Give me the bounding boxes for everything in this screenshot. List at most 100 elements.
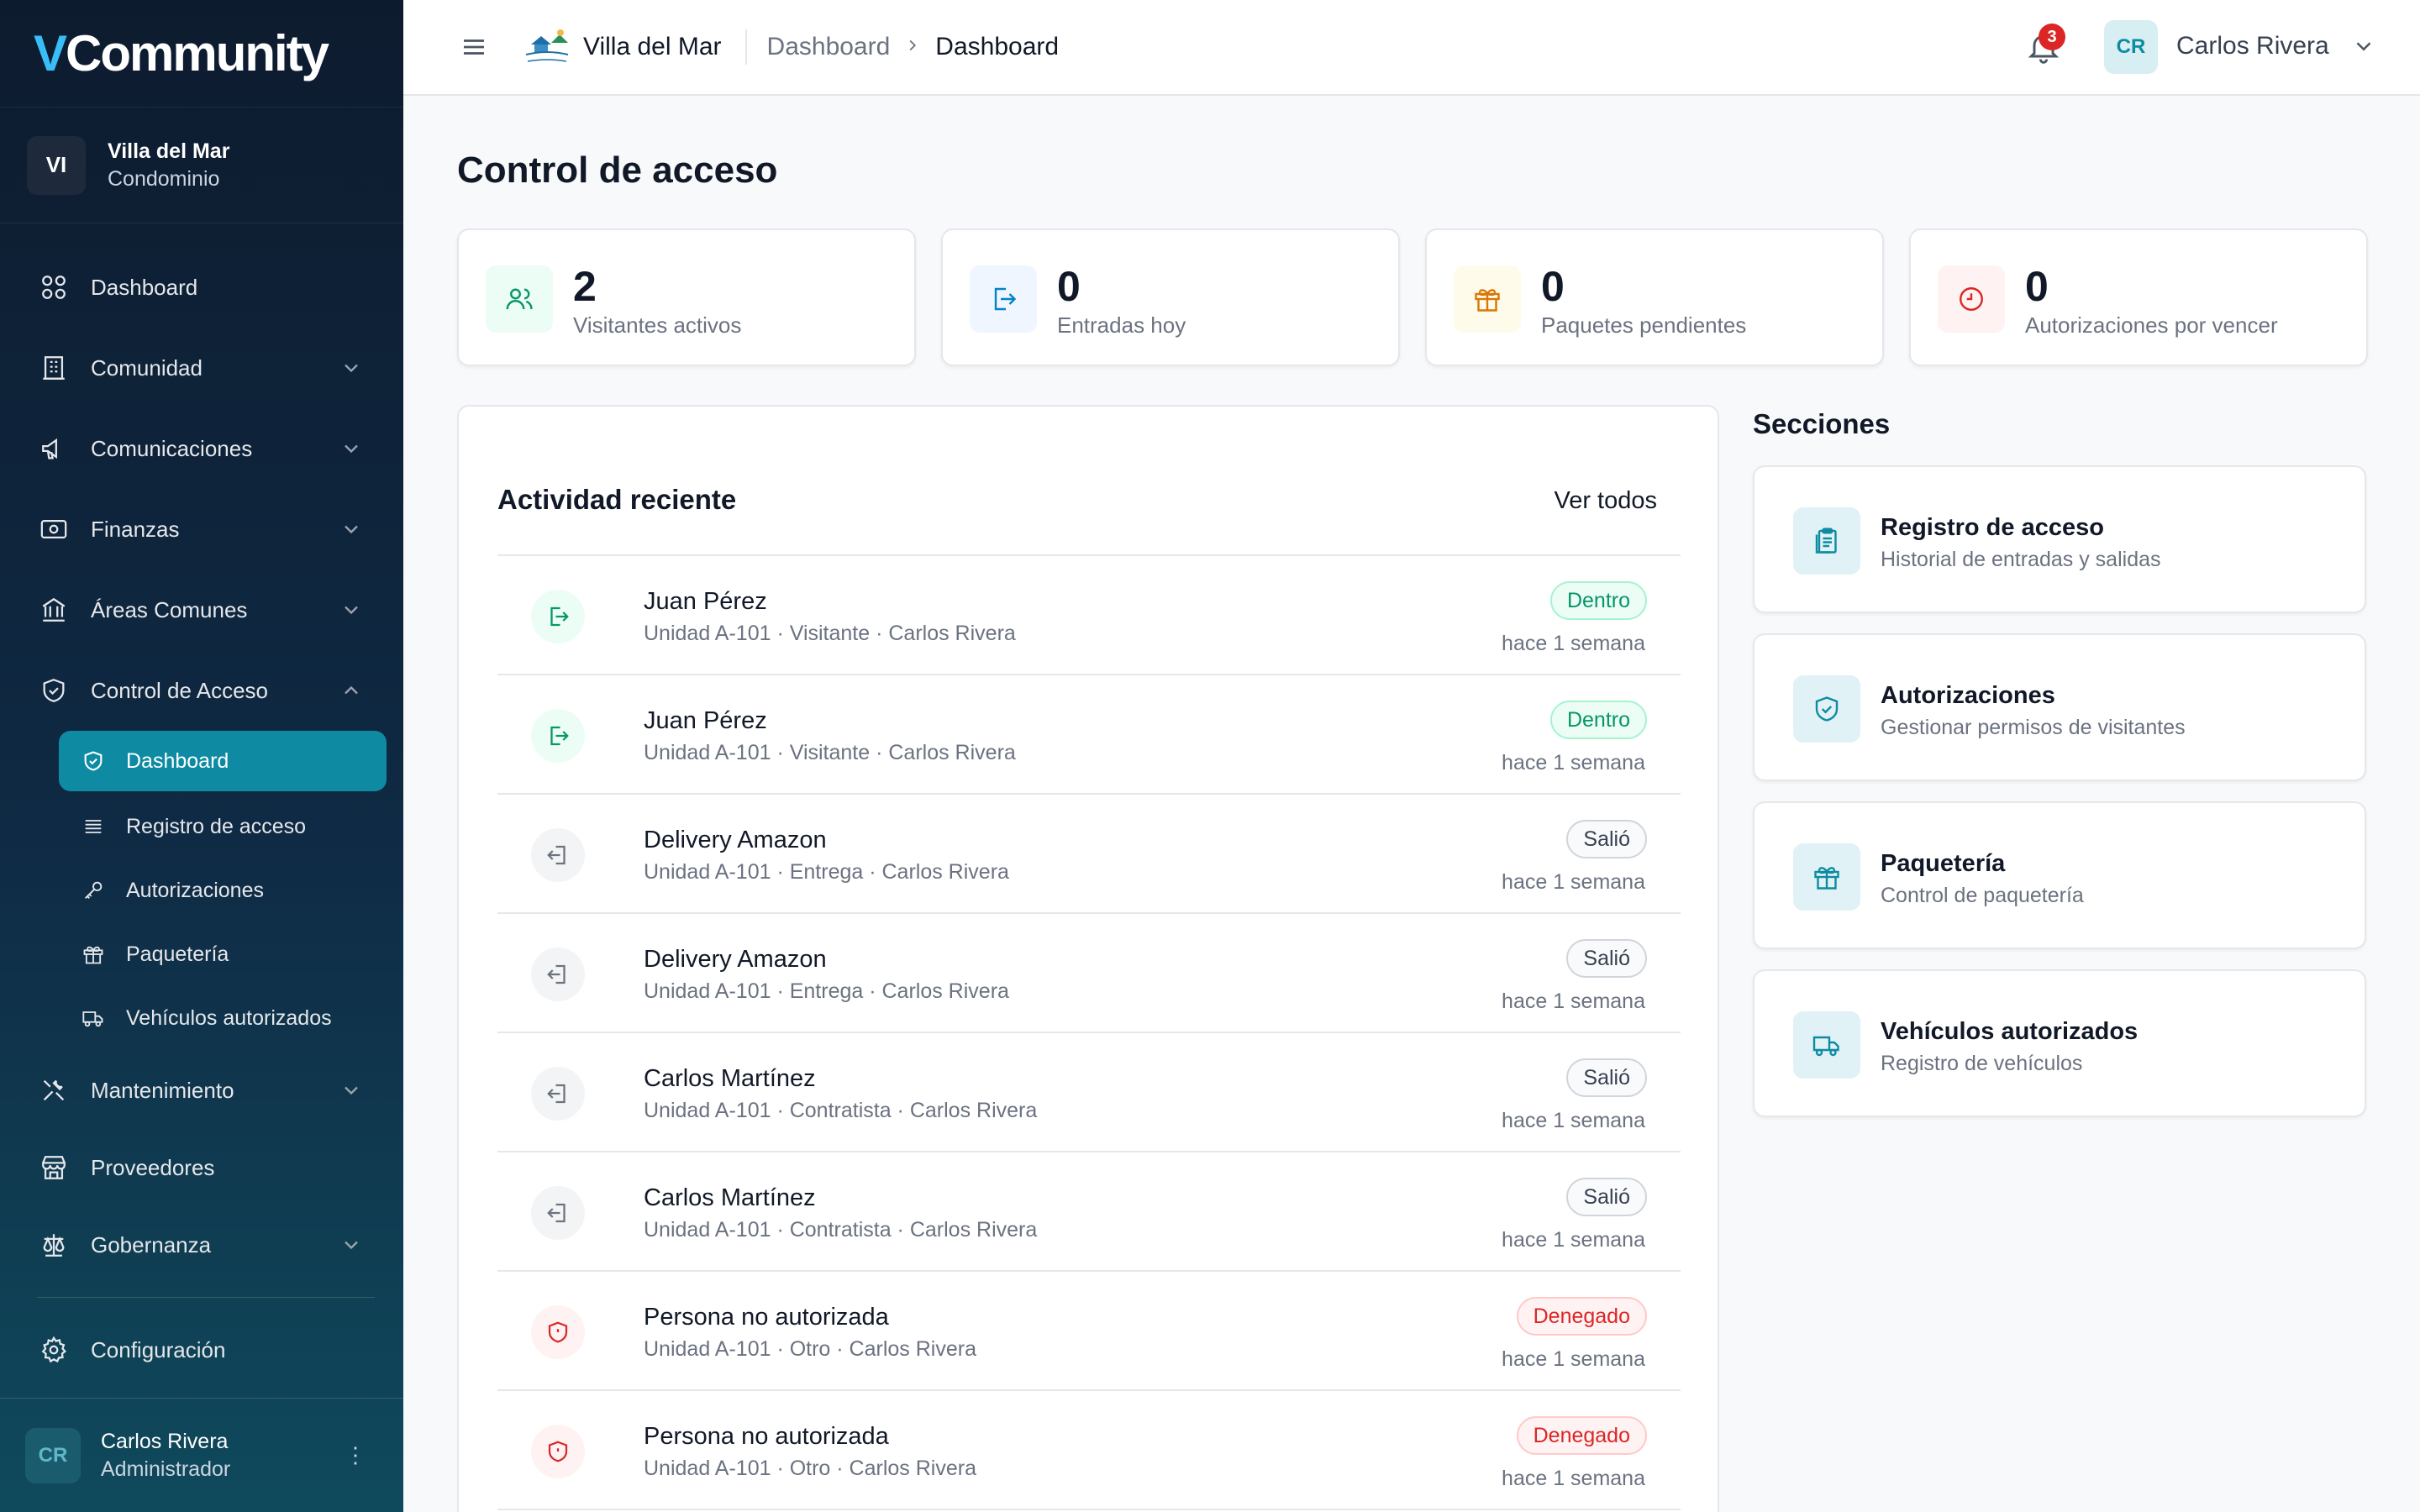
grid-icon bbox=[37, 270, 71, 304]
chevron-down-icon[interactable] bbox=[2351, 34, 2376, 59]
chevron-down-icon bbox=[345, 606, 358, 615]
sidebar-item-dashboard[interactable]: Dashboard bbox=[0, 247, 403, 328]
activity-list: Juan Pérez Unidad A-101 · Visitante · Ca… bbox=[497, 554, 1681, 1510]
list-item[interactable]: Juan Pérez Unidad A-101 · Visitante · Ca… bbox=[497, 556, 1681, 675]
key-icon bbox=[79, 876, 108, 905]
sidebar-item-configuracion[interactable]: Configuración bbox=[0, 1310, 403, 1390]
stat-label: Visitantes activos bbox=[573, 312, 742, 338]
section-name: Paquetería bbox=[1881, 850, 2006, 877]
status-badge: Salió bbox=[1566, 1178, 1647, 1216]
megaphone-icon bbox=[37, 432, 71, 465]
sidebar-nav: Dashboard Comunidad Comunicaciones Finan… bbox=[0, 223, 403, 1390]
status-badge: Salió bbox=[1566, 820, 1647, 858]
sidebar-subitem-vehiculos[interactable]: Vehículos autorizados bbox=[59, 986, 387, 1050]
section-desc: Control de paquetería bbox=[1881, 884, 2084, 907]
activity-name: Juan Pérez bbox=[644, 707, 767, 734]
sidebar-item-label: Control de Acceso bbox=[91, 677, 269, 703]
section-desc: Gestionar permisos de visitantes bbox=[1881, 716, 2186, 739]
sidebar-user-role: Administrador bbox=[101, 1457, 231, 1481]
list-item[interactable]: Delivery Amazon Unidad A-101 · Entrega ·… bbox=[497, 914, 1681, 1033]
sidebar-subitem-label: Vehículos autorizados bbox=[126, 1005, 332, 1030]
activity-detail: Unidad A-101 · Otro · Carlos Rivera bbox=[644, 1337, 976, 1361]
stat-card-entradas: 0 Entradas hoy bbox=[941, 228, 1400, 366]
activity-time: hace 1 semana bbox=[1502, 632, 1645, 655]
section-card-paqueteria[interactable]: Paquetería Control de paquetería bbox=[1753, 801, 2366, 949]
section-desc: Historial de entradas y salidas bbox=[1881, 548, 2161, 571]
sidebar-subitem-registro[interactable]: Registro de acceso bbox=[59, 795, 387, 858]
activity-detail: Unidad A-101 · Contratista · Carlos Rive… bbox=[644, 1218, 1038, 1242]
status-badge: Denegado bbox=[1516, 1416, 1647, 1455]
chevron-down-icon bbox=[345, 1241, 358, 1250]
app-logo[interactable]: V Community bbox=[0, 0, 403, 108]
sidebar-item-proveedores[interactable]: Proveedores bbox=[0, 1131, 403, 1205]
chevron-up-icon bbox=[345, 685, 358, 695]
breadcrumb-parent[interactable]: Dashboard bbox=[766, 33, 891, 60]
shield-check-icon bbox=[1793, 675, 1860, 743]
list-item[interactable]: Carlos Martínez Unidad A-101 · Contratis… bbox=[497, 1033, 1681, 1152]
sidebar-item-comunicaciones[interactable]: Comunicaciones bbox=[0, 408, 403, 489]
status-badge: Dentro bbox=[1549, 701, 1647, 739]
section-card-autorizaciones[interactable]: Autorizaciones Gestionar permisos de vis… bbox=[1753, 633, 2366, 781]
section-card-vehiculos[interactable]: Vehículos autorizados Registro de vehícu… bbox=[1753, 969, 2366, 1117]
activity-time: hace 1 semana bbox=[1502, 751, 1645, 774]
org-name: Villa del Mar bbox=[108, 139, 230, 163]
sidebar-subitem-autorizaciones[interactable]: Autorizaciones bbox=[59, 858, 387, 922]
sidebar-user[interactable]: CR Carlos Rivera Administrador ⋮ bbox=[0, 1398, 403, 1512]
sidebar-subitem-dashboard[interactable]: Dashboard bbox=[59, 731, 387, 791]
activity-time: hace 1 semana bbox=[1502, 870, 1645, 894]
list-item[interactable]: Carlos Martínez Unidad A-101 · Contratis… bbox=[497, 1152, 1681, 1272]
chevron-down-icon bbox=[345, 1086, 358, 1095]
activity-name: Carlos Martínez bbox=[644, 1184, 816, 1211]
activity-name: Juan Pérez bbox=[644, 588, 767, 615]
list-item[interactable]: Persona no autorizada Unidad A-101 · Otr… bbox=[497, 1272, 1681, 1391]
logout-icon bbox=[531, 1186, 585, 1240]
activity-detail: Unidad A-101 · Otro · Carlos Rivera bbox=[644, 1457, 976, 1480]
activity-name: Persona no autorizada bbox=[644, 1423, 889, 1450]
section-name: Vehículos autorizados bbox=[1881, 1018, 2139, 1045]
clipboard-icon bbox=[1793, 507, 1860, 575]
sidebar-item-control-acceso[interactable]: Control de Acceso bbox=[0, 650, 403, 731]
header-user-name[interactable]: Carlos Rivera bbox=[2176, 32, 2329, 60]
avatar: CR bbox=[25, 1427, 81, 1483]
truck-icon bbox=[79, 1004, 108, 1032]
status-badge: Denegado bbox=[1516, 1297, 1647, 1336]
activity-name: Carlos Martínez bbox=[644, 1065, 816, 1092]
sidebar-item-comunidad[interactable]: Comunidad bbox=[0, 328, 403, 408]
stat-value: 0 bbox=[1541, 263, 1565, 310]
sidebar-item-gobernanza[interactable]: Gobernanza bbox=[0, 1205, 403, 1285]
list-item[interactable]: Persona no autorizada Unidad A-101 · Otr… bbox=[497, 1391, 1681, 1510]
stat-label: Entradas hoy bbox=[1057, 312, 1186, 338]
top-header: Villa del Mar Dashboard Dashboard 3 CR C… bbox=[403, 0, 2420, 96]
sidebar-subitem-paqueteria[interactable]: Paquetería bbox=[59, 922, 387, 986]
clock-icon bbox=[1938, 265, 2005, 333]
logout-icon bbox=[531, 828, 585, 882]
sidebar-item-areas[interactable]: Áreas Comunes bbox=[0, 570, 403, 650]
view-all-link[interactable]: Ver todos bbox=[1554, 487, 1657, 514]
store-icon bbox=[37, 1151, 71, 1184]
activity-detail: Unidad A-101 · Entrega · Carlos Rivera bbox=[644, 979, 1009, 1003]
activity-detail: Unidad A-101 · Contratista · Carlos Rive… bbox=[644, 1099, 1038, 1122]
org-switcher[interactable]: VI Villa del Mar Condominio bbox=[0, 108, 403, 223]
menu-icon[interactable] bbox=[459, 32, 489, 62]
sidebar-item-label: Gobernanza bbox=[91, 1231, 212, 1257]
activity-time: hace 1 semana bbox=[1502, 990, 1645, 1013]
activity-name: Delivery Amazon bbox=[644, 946, 827, 973]
sidebar-subitem-label: Registro de acceso bbox=[126, 814, 307, 838]
stat-value: 0 bbox=[1057, 263, 1081, 310]
list-item[interactable]: Delivery Amazon Unidad A-101 · Entrega ·… bbox=[497, 795, 1681, 914]
section-card-registro[interactable]: Registro de acceso Historial de entradas… bbox=[1753, 465, 2366, 613]
list-item[interactable]: Juan Pérez Unidad A-101 · Visitante · Ca… bbox=[497, 675, 1681, 795]
status-badge: Salió bbox=[1566, 939, 1647, 978]
avatar[interactable]: CR bbox=[2104, 20, 2158, 74]
sidebar-item-label: Mantenimiento bbox=[91, 1077, 234, 1103]
sidebar-item-finanzas[interactable]: Finanzas bbox=[0, 489, 403, 570]
sidebar-item-label: Dashboard bbox=[91, 274, 198, 300]
truck-icon bbox=[1793, 1011, 1860, 1079]
sidebar-item-label: Configuración bbox=[91, 1336, 226, 1362]
community-logo-icon bbox=[523, 28, 571, 66]
sidebar-item-label: Proveedores bbox=[91, 1154, 215, 1180]
header-brand-name[interactable]: Villa del Mar bbox=[583, 33, 722, 60]
sidebar-item-mantenimiento[interactable]: Mantenimiento bbox=[0, 1050, 403, 1131]
more-vertical-icon[interactable]: ⋮ bbox=[345, 1441, 366, 1467]
sidebar-user-name: Carlos Rivera bbox=[101, 1429, 229, 1453]
